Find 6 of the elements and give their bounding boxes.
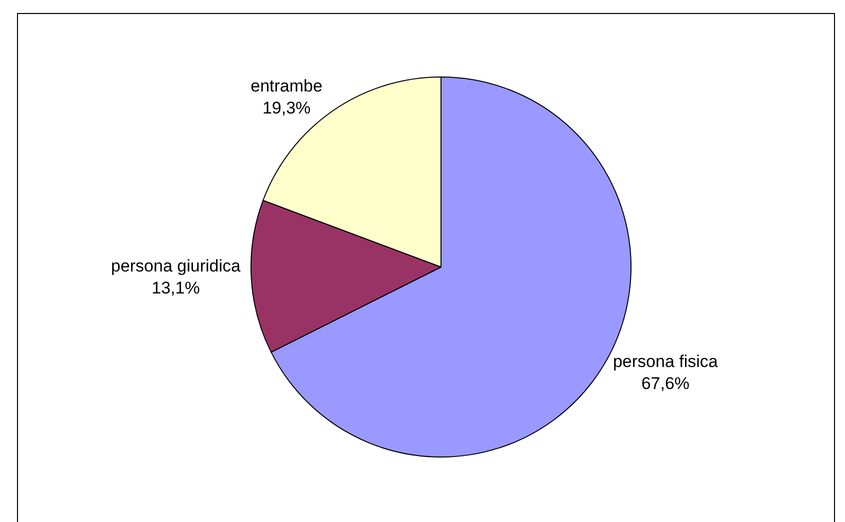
- data-label: 13,1%: [152, 278, 200, 298]
- slice-label: persona fisica: [612, 352, 718, 371]
- slice-label: entrambe: [250, 76, 322, 96]
- data-label: 19,3%: [262, 98, 311, 118]
- slice-label: persona giuridica: [110, 256, 241, 276]
- data-label: 67,6%: [641, 374, 690, 393]
